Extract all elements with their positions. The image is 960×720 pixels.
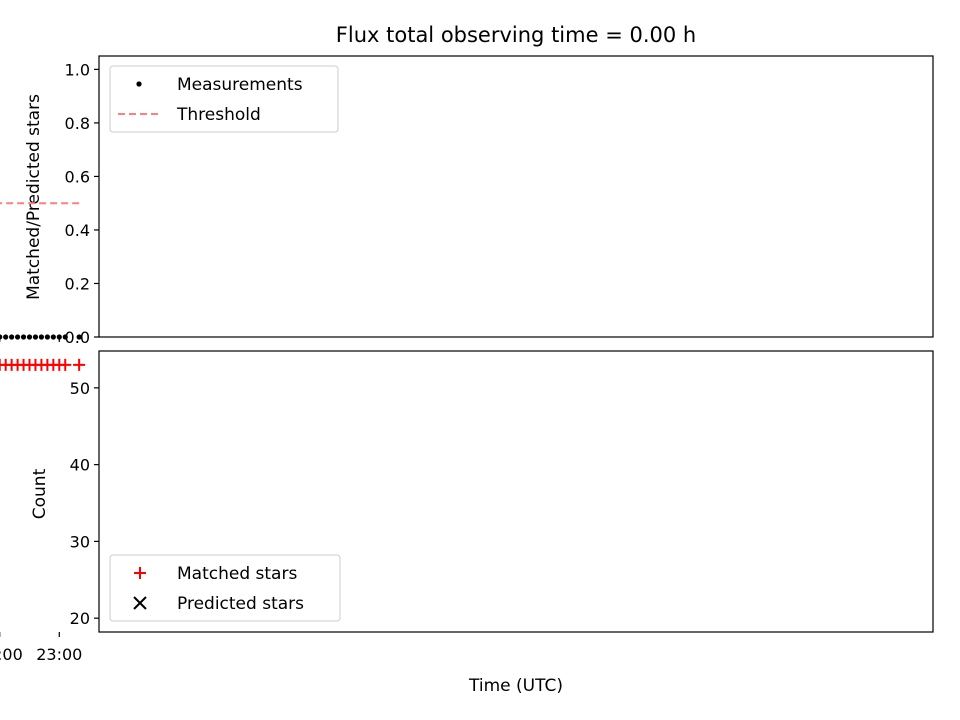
bottom-legend: Matched stars Predicted stars <box>109 554 341 622</box>
bottom-axis-ticks: 2030405023:0000:0001:0002:0003:0004:0005… <box>0 379 99 664</box>
top-plot-frame <box>98 55 934 338</box>
top-y-tick-label: 0.6 <box>65 167 90 186</box>
ratio-panel: Flux total observing time = 0.00 h Match… <box>0 23 934 347</box>
top-legend: Measurements Threshold <box>109 65 339 133</box>
measurement-point <box>56 334 62 340</box>
bottom-plot-marks <box>0 358 86 371</box>
bottom-y-tick-label: 20 <box>70 609 90 628</box>
chart-title: Flux total observing time = 0.00 h <box>336 23 696 47</box>
measurement-point <box>0 334 3 340</box>
top-legend-box <box>109 65 339 133</box>
measurement-point <box>50 334 56 340</box>
measurement-point <box>14 334 21 340</box>
measurement-point <box>38 334 45 340</box>
legend-measurements-label: Measurements <box>177 75 303 95</box>
top-y-axis-label: Matched/Predicted stars <box>24 94 44 300</box>
bottom-y-tick-label: 50 <box>70 379 90 398</box>
measurement-point <box>3 334 9 340</box>
bottom-y-tick-label: 40 <box>70 456 90 475</box>
legend-predicted-marker <box>133 596 147 610</box>
bottom-y-axis-label: Count <box>30 468 50 519</box>
legend-matched-marker <box>134 567 146 579</box>
matched-star-point <box>0 358 6 371</box>
measurement-point <box>20 334 27 340</box>
top-y-tick-label: 0.2 <box>65 274 90 293</box>
bottom-plot-frame <box>98 350 934 633</box>
top-axis-ticks: 0.00.20.40.60.81.0 <box>0 60 99 347</box>
legend-threshold-label: Threshold <box>176 105 261 125</box>
legend-predicted-label: Predicted stars <box>177 594 304 614</box>
legend-matched-label: Matched stars <box>177 564 297 584</box>
measurement-point <box>44 334 50 340</box>
measurement-point <box>32 334 39 340</box>
matched-star-point <box>73 358 86 371</box>
measurement-point <box>9 334 15 340</box>
x-axis-label: Time (UTC) <box>468 676 563 696</box>
top-y-tick-label: 1.0 <box>65 60 90 79</box>
measurement-point <box>76 334 82 340</box>
measurement-point <box>62 334 68 340</box>
measurement-point <box>26 334 33 340</box>
count-panel: Count Time (UTC) 2030405023:0000:0001:00… <box>0 350 934 696</box>
top-plot-marks <box>0 202 82 340</box>
bottom-y-tick-label: 30 <box>70 532 90 551</box>
top-y-tick-label: 0.8 <box>65 114 90 133</box>
bottom-legend-box <box>109 554 341 622</box>
legend-measurements-marker <box>136 81 142 87</box>
top-y-tick-label: 0.4 <box>65 221 90 240</box>
bottom-x-tick-label: 00:00 <box>0 645 23 664</box>
bottom-x-tick-label: 23:00 <box>36 645 82 664</box>
